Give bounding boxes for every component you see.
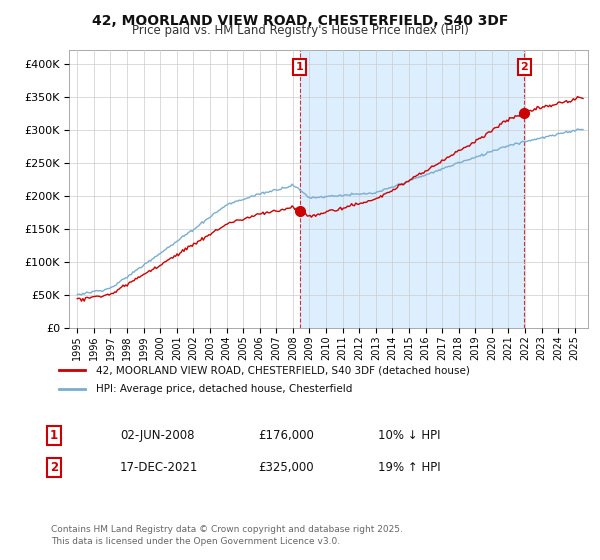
Text: £325,000: £325,000 [258, 461, 314, 474]
Text: 2: 2 [50, 461, 58, 474]
Bar [300, 50, 524, 328]
Text: 1: 1 [50, 429, 58, 442]
Text: 19% ↑ HPI: 19% ↑ HPI [378, 461, 440, 474]
Text: 42, MOORLAND VIEW ROAD, CHESTERFIELD, S40 3DF (detached house): 42, MOORLAND VIEW ROAD, CHESTERFIELD, S4… [95, 365, 469, 375]
Text: 2: 2 [520, 62, 528, 72]
Text: 42, MOORLAND VIEW ROAD, CHESTERFIELD, S40 3DF: 42, MOORLAND VIEW ROAD, CHESTERFIELD, S4… [92, 14, 508, 28]
Text: Price paid vs. HM Land Registry's House Price Index (HPI): Price paid vs. HM Land Registry's House … [131, 24, 469, 37]
Text: Contains HM Land Registry data © Crown copyright and database right 2025.
This d: Contains HM Land Registry data © Crown c… [51, 525, 403, 546]
Text: 17-DEC-2021: 17-DEC-2021 [120, 461, 199, 474]
Text: HPI: Average price, detached house, Chesterfield: HPI: Average price, detached house, Ches… [95, 384, 352, 394]
Text: £176,000: £176,000 [258, 429, 314, 442]
Text: 02-JUN-2008: 02-JUN-2008 [120, 429, 194, 442]
Text: 1: 1 [296, 62, 304, 72]
Text: 10% ↓ HPI: 10% ↓ HPI [378, 429, 440, 442]
